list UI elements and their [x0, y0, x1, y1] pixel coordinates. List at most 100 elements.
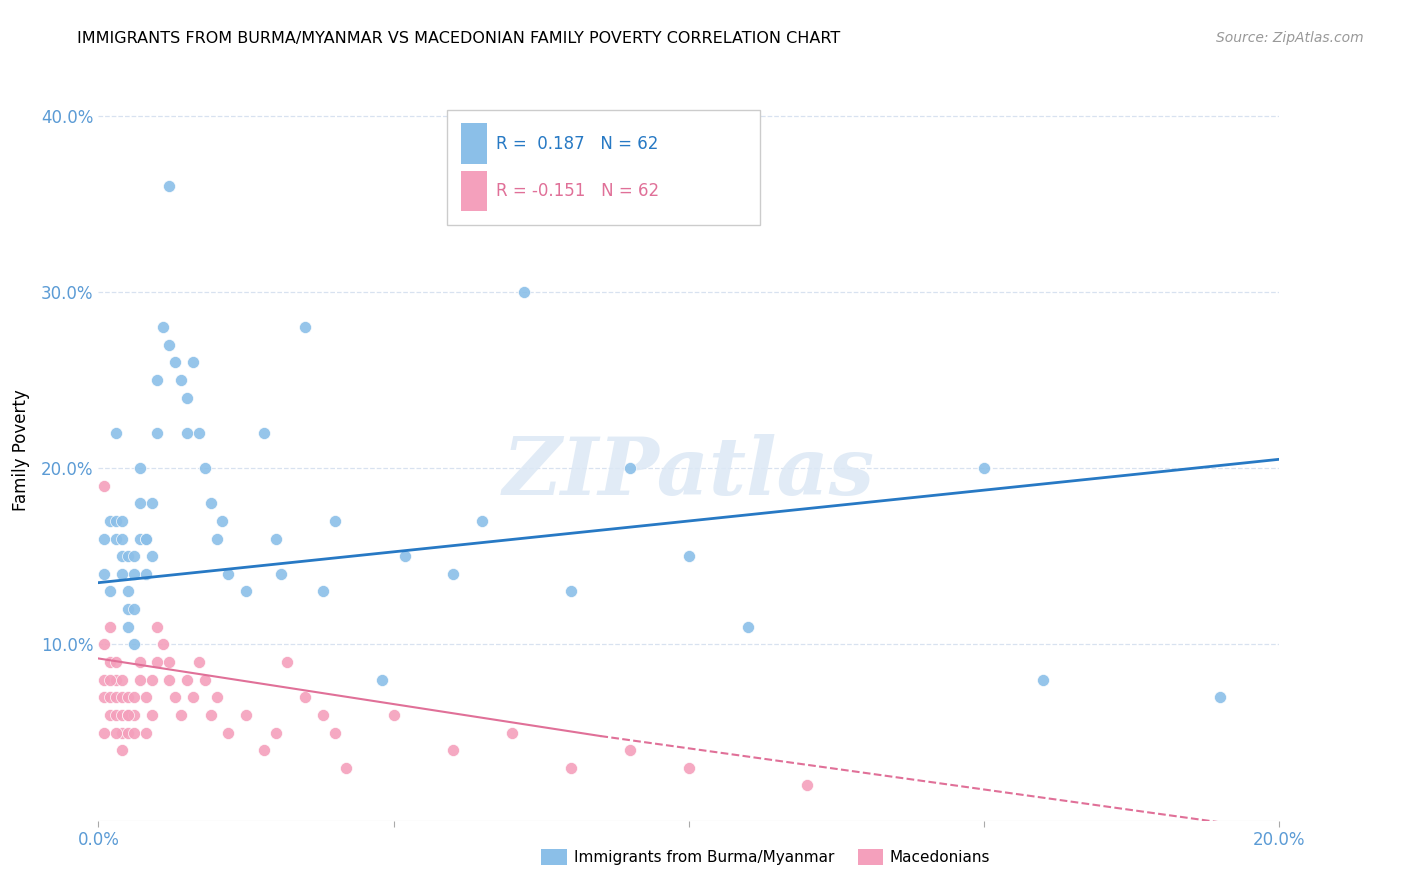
Bar [447, 110, 759, 225]
Point [146, 373, 169, 387]
Point [93, 673, 115, 687]
Point [122, 725, 145, 739]
Point [122, 690, 145, 705]
Point [105, 425, 128, 440]
Point [93, 690, 115, 705]
Point [117, 707, 139, 722]
Point [111, 514, 134, 528]
Point [176, 425, 198, 440]
Point [157, 337, 180, 351]
Text: IMMIGRANTS FROM BURMA/MYANMAR VS MACEDONIAN FAMILY POVERTY CORRELATION CHART: IMMIGRANTS FROM BURMA/MYANMAR VS MACEDON… [77, 31, 841, 46]
Y-axis label: Family Poverty: Family Poverty [11, 390, 30, 511]
Point [270, 566, 292, 581]
Point [105, 532, 128, 546]
Point [235, 584, 257, 599]
Point [146, 655, 169, 669]
Point [111, 566, 134, 581]
Point [146, 425, 169, 440]
Point [560, 761, 582, 775]
Point [152, 320, 174, 334]
Point [796, 778, 818, 792]
Point [111, 673, 134, 687]
Point [135, 725, 157, 739]
Point [678, 549, 700, 564]
Point [93, 725, 115, 739]
Point [205, 690, 228, 705]
Point [111, 725, 134, 739]
Point [141, 707, 163, 722]
Point [105, 673, 128, 687]
Point [276, 655, 298, 669]
Point [512, 285, 534, 299]
Point [135, 690, 157, 705]
Point [187, 425, 209, 440]
Point [152, 637, 174, 651]
Point [973, 461, 995, 475]
Text: R =  0.187   N = 62: R = 0.187 N = 62 [496, 135, 659, 153]
Point [105, 690, 128, 705]
Point [560, 584, 582, 599]
Point [98, 620, 121, 634]
Point [117, 549, 139, 564]
Point [737, 620, 759, 634]
Point [312, 707, 335, 722]
Point [117, 620, 139, 634]
Point [200, 496, 222, 510]
Text: R = -0.151   N = 62: R = -0.151 N = 62 [496, 182, 659, 201]
Point [122, 602, 145, 616]
Text: ZIPatlas: ZIPatlas [503, 434, 875, 511]
Point [111, 707, 134, 722]
Text: Immigrants from Burma/Myanmar: Immigrants from Burma/Myanmar [574, 850, 834, 864]
Point [323, 514, 346, 528]
Point [128, 673, 150, 687]
Point [98, 584, 121, 599]
Point [323, 725, 346, 739]
Point [619, 461, 641, 475]
Point [335, 761, 357, 775]
Point [235, 707, 257, 722]
Point [441, 743, 464, 757]
Point [117, 690, 139, 705]
Point [105, 725, 128, 739]
Point [264, 532, 287, 546]
Point [187, 655, 209, 669]
Point [111, 549, 134, 564]
Point [678, 761, 700, 775]
Point [1032, 673, 1054, 687]
Point [181, 355, 204, 369]
Point [93, 566, 115, 581]
Point [122, 549, 145, 564]
Point [170, 707, 193, 722]
Point [98, 514, 121, 528]
Point [128, 461, 150, 475]
Point [501, 725, 523, 739]
Point [157, 179, 180, 194]
Point [294, 320, 316, 334]
Point [135, 566, 157, 581]
Text: Source: ZipAtlas.com: Source: ZipAtlas.com [1216, 31, 1364, 45]
Point [98, 690, 121, 705]
Point [205, 532, 228, 546]
Point [176, 673, 198, 687]
Point [93, 637, 115, 651]
Point [170, 373, 193, 387]
Point [105, 514, 128, 528]
Point [441, 566, 464, 581]
Point [105, 655, 128, 669]
Point [176, 391, 198, 405]
Point [165, 690, 187, 705]
Point [93, 479, 115, 493]
Point [253, 425, 276, 440]
Point [98, 707, 121, 722]
Point [394, 549, 416, 564]
Point [141, 549, 163, 564]
Point [128, 532, 150, 546]
Point [117, 725, 139, 739]
Point [382, 707, 405, 722]
Point [141, 496, 163, 510]
Point [312, 584, 335, 599]
Point [294, 690, 316, 705]
Bar [461, 170, 486, 211]
Point [111, 690, 134, 705]
Point [371, 673, 394, 687]
